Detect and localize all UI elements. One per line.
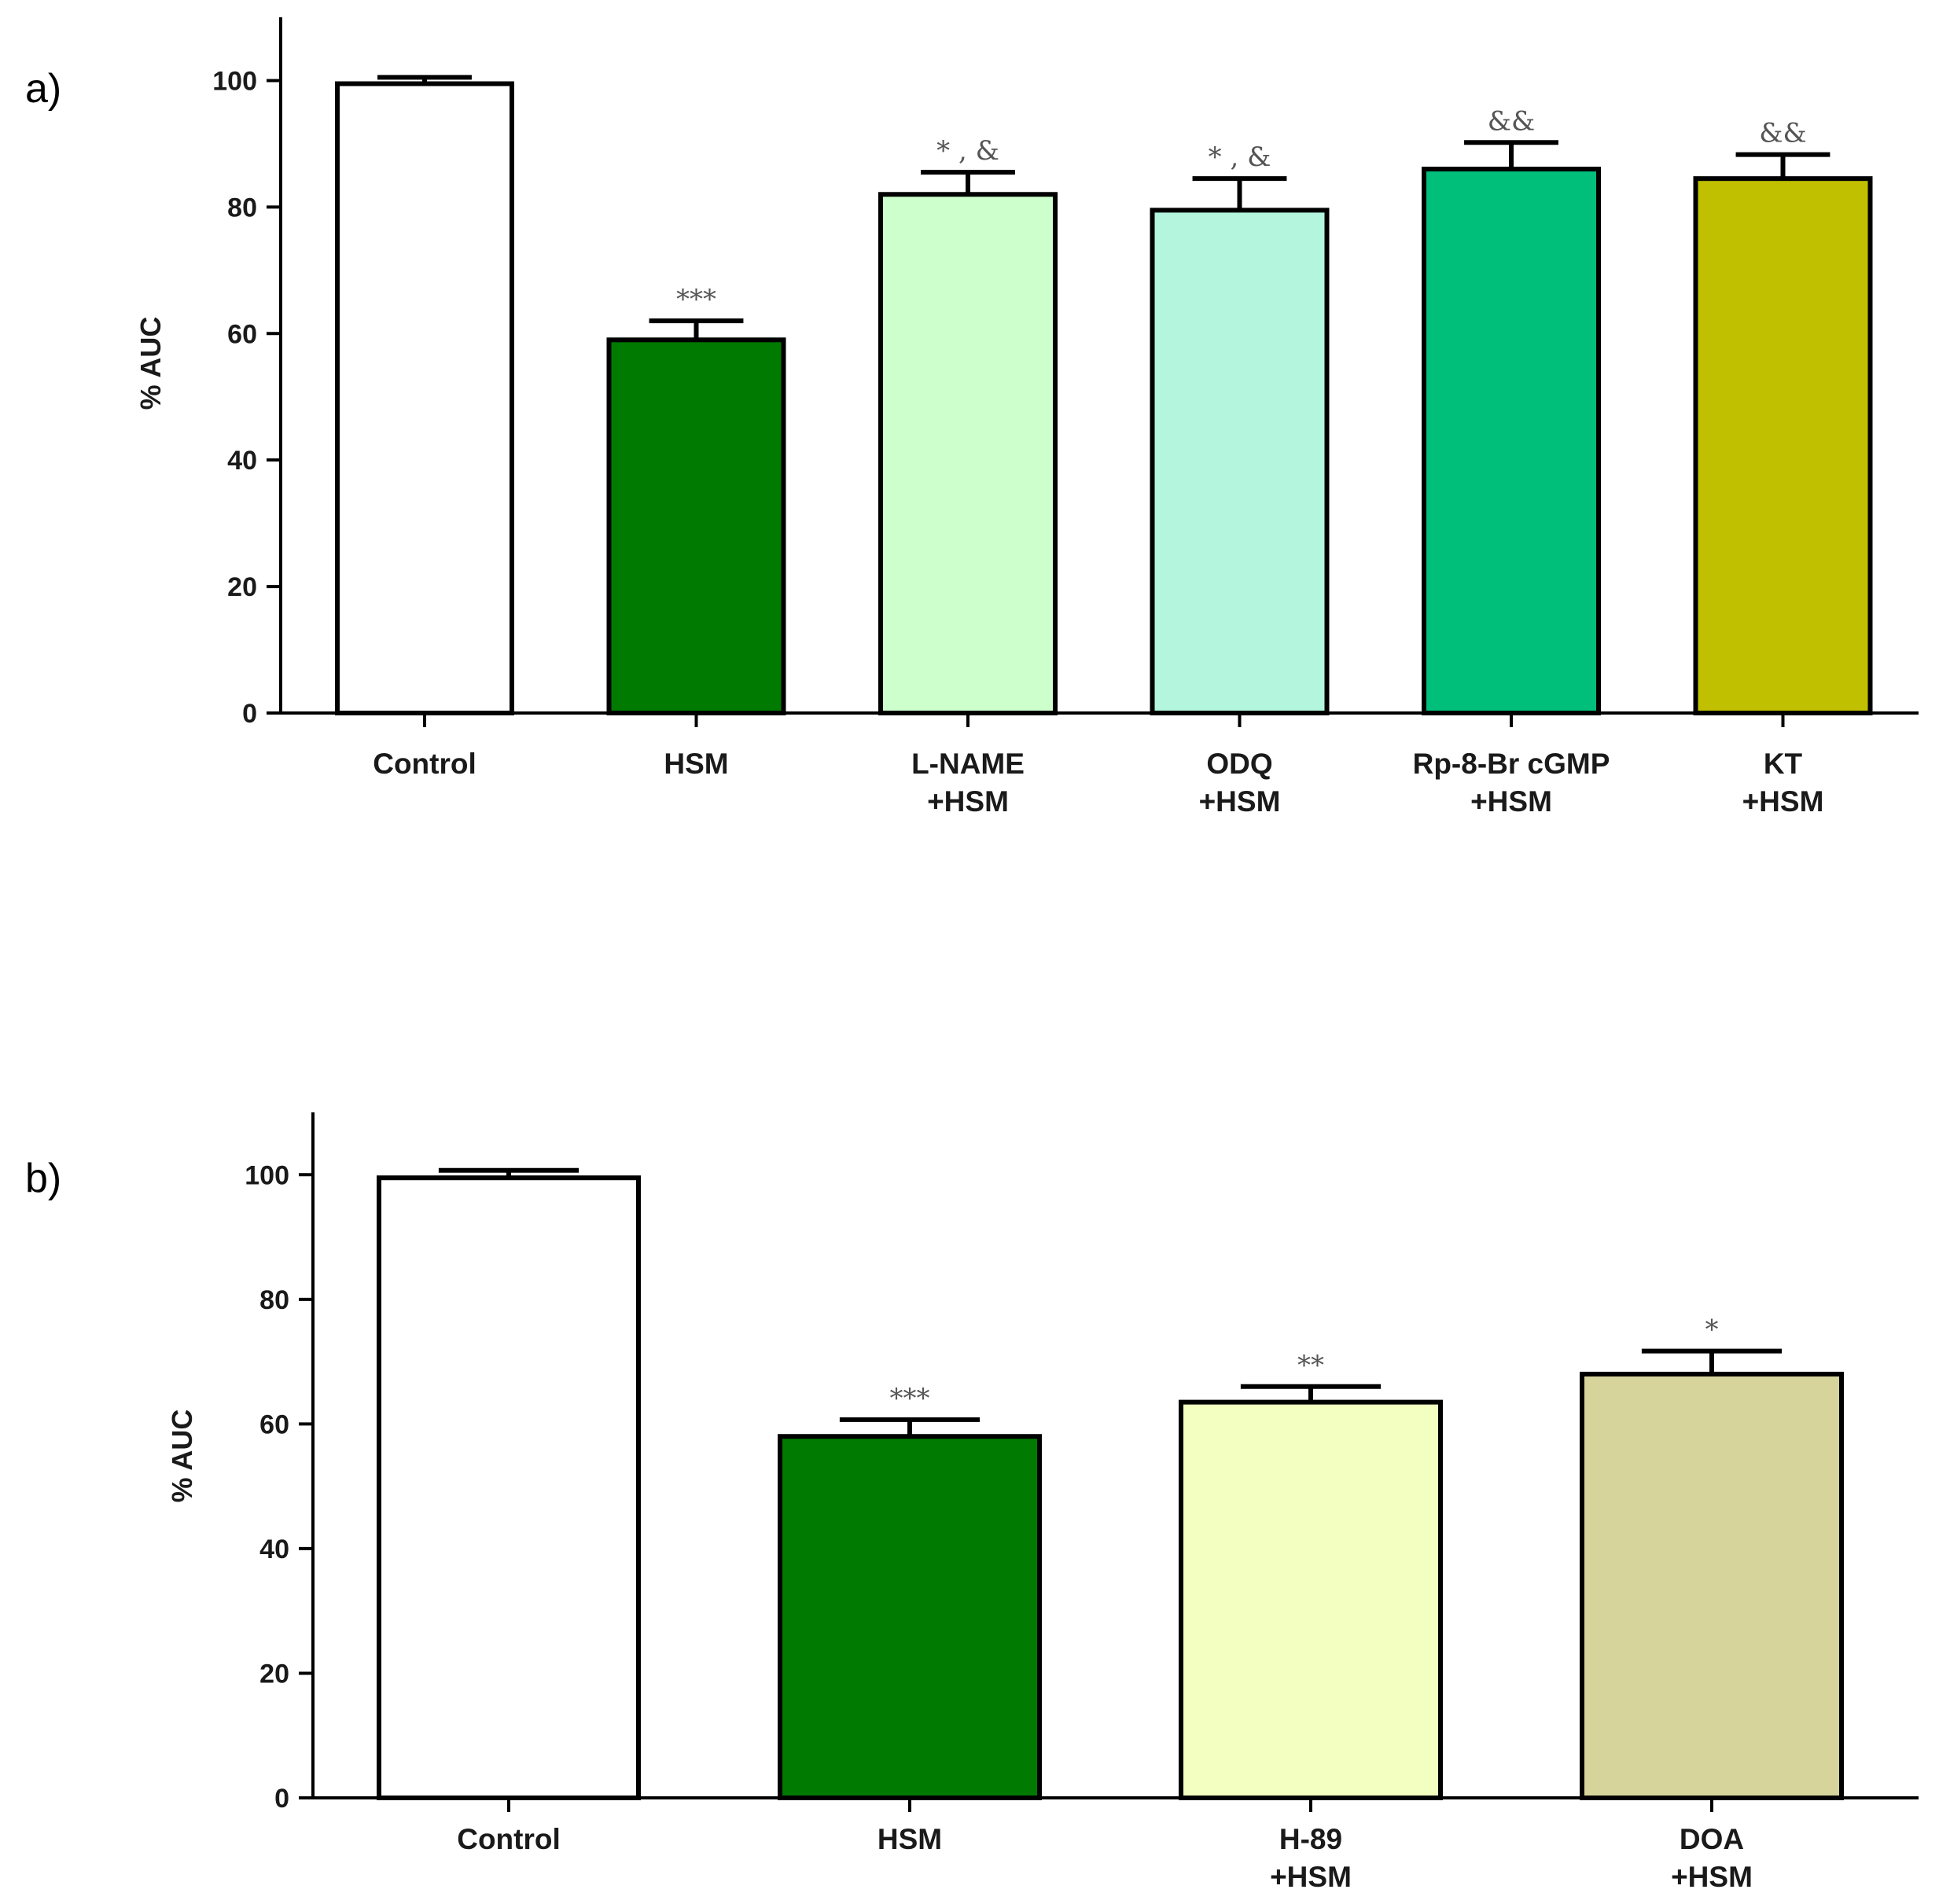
y-axis-title: % AUC bbox=[166, 1410, 198, 1503]
category-label-line2: +HSM bbox=[1199, 785, 1281, 818]
bar bbox=[878, 192, 1058, 716]
significance-label: *** bbox=[676, 284, 716, 315]
significance-label: ** bbox=[1297, 1350, 1324, 1381]
category-label: DOA bbox=[1680, 1823, 1744, 1855]
bar bbox=[778, 1434, 1042, 1800]
bar bbox=[1422, 167, 1601, 716]
category-label: HSM bbox=[878, 1823, 942, 1855]
category-label: KT bbox=[1764, 748, 1803, 780]
y-tick-label: 100 bbox=[245, 1160, 289, 1190]
significance-label: && bbox=[1759, 118, 1807, 149]
significance-label: *** bbox=[890, 1383, 930, 1414]
panel-label: a) bbox=[25, 66, 61, 112]
category-label-line2: +HSM bbox=[1470, 785, 1552, 818]
y-tick-label: 20 bbox=[227, 572, 257, 602]
panel-label: b) bbox=[25, 1156, 61, 1201]
category-label: H-89 bbox=[1279, 1823, 1342, 1855]
bar bbox=[1580, 1371, 1844, 1800]
significance-label: * , & bbox=[1209, 142, 1271, 173]
y-tick-label: 60 bbox=[227, 319, 257, 349]
category-label: Rp-8-Br cGMP bbox=[1413, 748, 1610, 780]
category-label: Control bbox=[457, 1823, 561, 1855]
bar bbox=[1179, 1399, 1443, 1800]
significance-label: * bbox=[1705, 1314, 1719, 1346]
category-label: L-NAME bbox=[911, 748, 1025, 780]
chart-marks: 0 20 40 60 80 100 Control *** HSM * , & L-NAME +HSM… bbox=[212, 17, 1919, 818]
category-label-line2: +HSM bbox=[927, 785, 1009, 818]
category-label: HSM bbox=[664, 748, 728, 780]
category-label-line2: +HSM bbox=[1270, 1861, 1352, 1893]
bar bbox=[1693, 176, 1873, 715]
category-label-line2: +HSM bbox=[1742, 785, 1824, 818]
y-tick-label: 100 bbox=[212, 66, 257, 96]
y-tick-label: 80 bbox=[259, 1285, 289, 1315]
chart-panel-b: b) % AUC 0 20 40 60 80 100 Control *** HSM ** H-89… bbox=[25, 1112, 1919, 1893]
y-tick-label: 40 bbox=[227, 446, 257, 476]
significance-label: && bbox=[1488, 105, 1536, 137]
bar bbox=[1150, 208, 1330, 715]
y-tick-label: 80 bbox=[227, 193, 257, 222]
y-tick-label: 40 bbox=[259, 1535, 289, 1564]
significance-label: * , & bbox=[936, 135, 999, 167]
y-tick-label: 0 bbox=[274, 1784, 289, 1814]
bar bbox=[606, 337, 786, 715]
y-tick-label: 60 bbox=[259, 1410, 289, 1439]
category-label-line2: +HSM bbox=[1671, 1861, 1753, 1893]
chart-panel-a: a) % AUC 0 20 40 60 80 100 Control *** HSM * , & L… bbox=[25, 17, 1919, 818]
bar bbox=[335, 81, 514, 715]
bar bbox=[377, 1175, 641, 1800]
chart-marks: 0 20 40 60 80 100 Control *** HSM ** H-89 +HSM * DOA +… bbox=[245, 1112, 1919, 1893]
y-tick-label: 0 bbox=[242, 699, 257, 729]
y-axis-title: % AUC bbox=[134, 317, 167, 410]
category-label: ODQ bbox=[1206, 748, 1272, 780]
y-tick-label: 20 bbox=[259, 1659, 289, 1689]
category-label: Control bbox=[373, 748, 476, 780]
